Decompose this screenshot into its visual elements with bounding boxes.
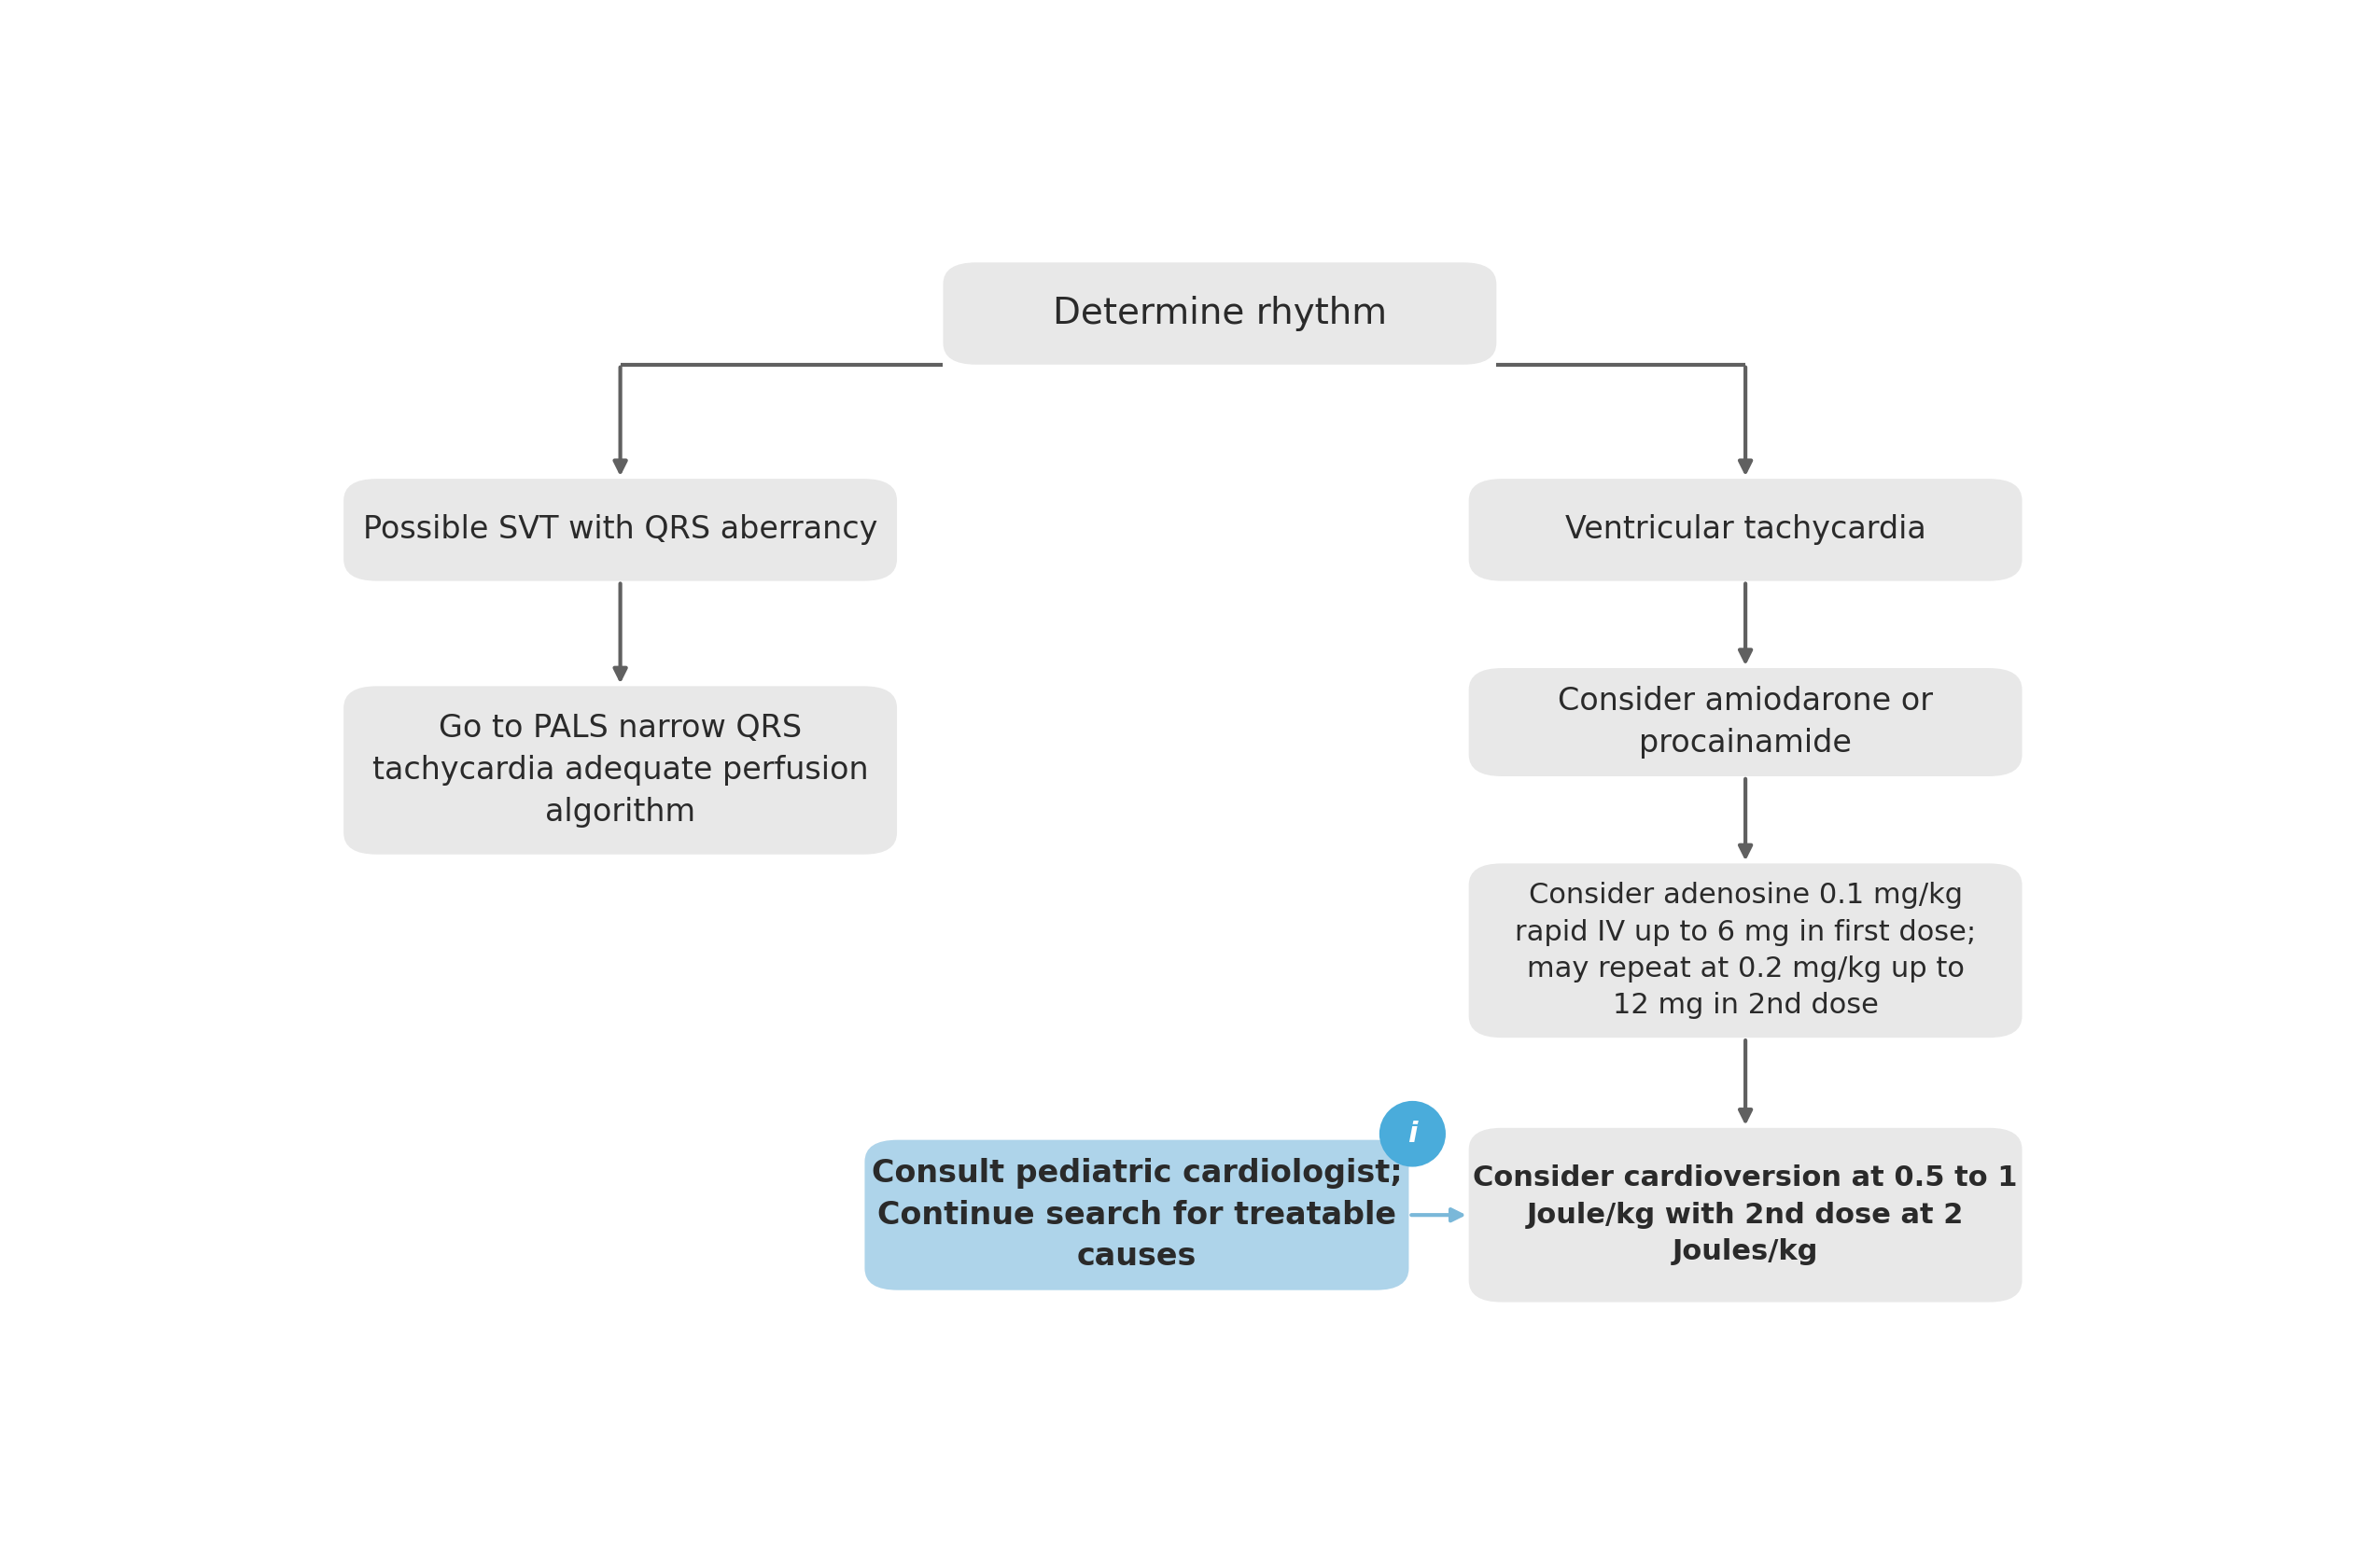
- Text: Ventricular tachycardia: Ventricular tachycardia: [1566, 515, 1925, 545]
- Text: i: i: [1407, 1121, 1418, 1147]
- Text: Consider cardioversion at 0.5 to 1
Joule/kg with 2nd dose at 2
Joules/kg: Consider cardioversion at 0.5 to 1 Joule…: [1473, 1165, 2018, 1266]
- FancyBboxPatch shape: [942, 262, 1497, 365]
- FancyBboxPatch shape: [343, 687, 897, 854]
- Text: Consult pediatric cardiologist;
Continue search for treatable
causes: Consult pediatric cardiologist; Continue…: [871, 1158, 1402, 1272]
- Text: Consider amiodarone or
procainamide: Consider amiodarone or procainamide: [1559, 685, 1933, 759]
- FancyBboxPatch shape: [1468, 1129, 2023, 1302]
- FancyBboxPatch shape: [1468, 668, 2023, 776]
- Text: Consider adenosine 0.1 mg/kg
rapid IV up to 6 mg in first dose;
may repeat at 0.: Consider adenosine 0.1 mg/kg rapid IV up…: [1514, 882, 1975, 1019]
- Text: Possible SVT with QRS aberrancy: Possible SVT with QRS aberrancy: [364, 515, 878, 545]
- FancyBboxPatch shape: [1468, 863, 2023, 1038]
- FancyBboxPatch shape: [343, 479, 897, 581]
- Text: Determine rhythm: Determine rhythm: [1052, 295, 1388, 331]
- Ellipse shape: [1380, 1101, 1445, 1168]
- FancyBboxPatch shape: [864, 1140, 1409, 1289]
- FancyBboxPatch shape: [1468, 479, 2023, 581]
- Text: Go to PALS narrow QRS
tachycardia adequate perfusion
algorithm: Go to PALS narrow QRS tachycardia adequa…: [371, 713, 869, 827]
